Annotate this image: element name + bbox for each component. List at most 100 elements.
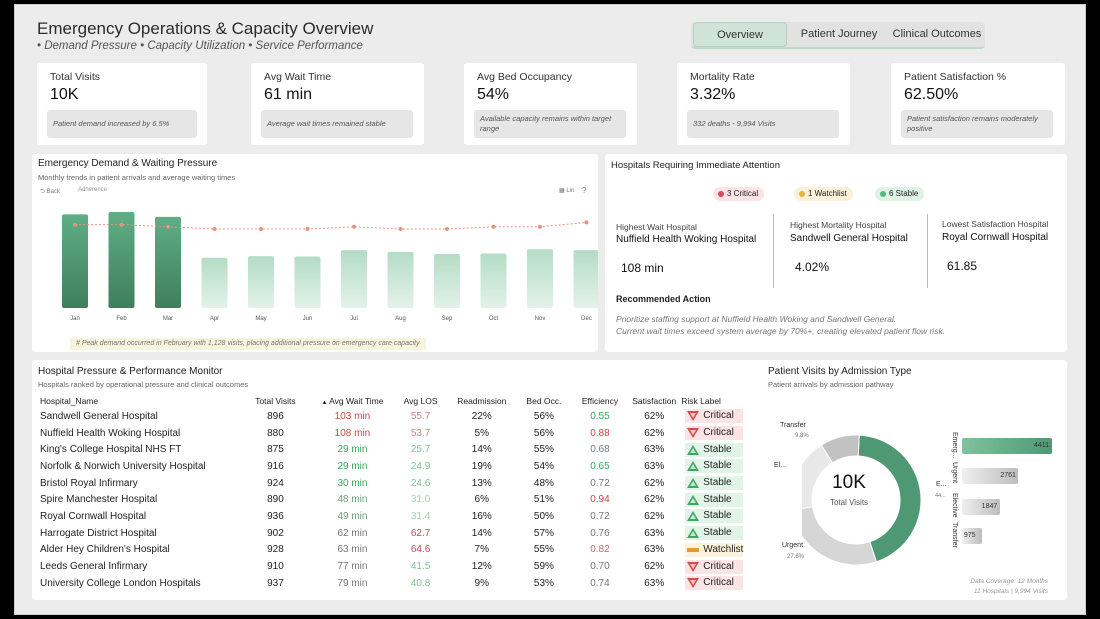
att-value: 4.02% — [795, 260, 830, 274]
wait-point — [305, 227, 310, 231]
back-button[interactable]: ⮌ Back — [40, 187, 60, 197]
cell-eff: 0.68 — [590, 444, 610, 456]
kpi-label: Patient Satisfaction % — [904, 71, 1007, 83]
cell-name: Harrogate District Hospital — [40, 527, 157, 539]
table-row[interactable]: Spire Manchester Hospital 890 48 min 31.0 6%… — [40, 491, 750, 508]
col-header[interactable]: Readmission — [457, 396, 507, 406]
col-header[interactable]: Hospital_Name — [40, 396, 99, 406]
donut-center-value: 10K — [832, 472, 866, 493]
x-tick-label: Mar — [163, 316, 173, 322]
pill-watchlist[interactable]: 1 Watchlist — [794, 187, 853, 201]
table-row[interactable]: Alder Hey Children's Hospital 928 63 min 64… — [40, 542, 750, 559]
cell-readm: 5% — [474, 427, 489, 439]
risk-badge: Stable — [685, 509, 744, 524]
scale-toggle[interactable]: ▦ Lin — [559, 187, 574, 194]
nav-tabs: Overview Patient Journey Clinical Outcom… — [691, 22, 985, 49]
wait-point — [212, 227, 217, 231]
cell-eff: 0.94 — [590, 494, 610, 506]
table-row[interactable]: Norfolk & Norwich University Hospital 916… — [40, 458, 750, 475]
table-row[interactable]: Royal Cornwall Hospital 936 49 min 31.4 16% 5… — [40, 508, 750, 525]
risk-stable-icon — [687, 494, 700, 505]
risk-badge: Watchlist — [685, 542, 743, 557]
cell-sat: 62% — [644, 561, 665, 573]
bar-nov — [527, 249, 553, 308]
risk-critical-icon — [687, 561, 700, 572]
cell-risk: Critical — [681, 408, 750, 425]
pill-label: 6 Stable — [889, 189, 919, 198]
cell-wait: 103 min — [334, 410, 371, 422]
col-header[interactable]: Risk Label — [681, 396, 721, 406]
cell-visits: 910 — [267, 561, 284, 573]
back-label: Back — [46, 189, 60, 195]
col-header[interactable]: ▲ Avg Wait Time — [312, 394, 392, 408]
pill-stable[interactable]: 6 Stable — [875, 187, 925, 201]
cell-name: Leeds General Infirmary — [40, 561, 148, 573]
help-icon[interactable]: ? — [582, 186, 587, 195]
cell-name: Sandwell General Hospital — [40, 410, 158, 422]
cell-los: 55.7 — [410, 410, 431, 422]
kpi-card-total-visits: Total Visits 10K Patient demand increase… — [37, 63, 207, 145]
table-row[interactable]: King's College Hospital NHS FT 875 29 min 2… — [40, 441, 750, 458]
admission-bar[interactable] — [962, 468, 1019, 484]
risk-stable-icon — [687, 511, 700, 522]
dashboard-frame: Emergency Operations & Capacity Overview… — [14, 4, 1086, 615]
tab-clinical-outcomes[interactable]: Clinical Outcomes — [892, 28, 982, 40]
cell-wait: 48 min — [337, 494, 368, 506]
bar-jan — [62, 214, 88, 308]
kpi-note: Average wait times remained stable — [261, 110, 413, 138]
cell-readm: 22% — [471, 410, 492, 422]
cell-readm: 16% — [471, 510, 492, 522]
risk-label: Stable — [703, 527, 732, 539]
cell-visits: 924 — [267, 477, 284, 489]
cell-visits: 902 — [267, 527, 284, 539]
pill-label: 1 Watchlist — [808, 189, 847, 198]
col-header[interactable]: Efficiency — [581, 396, 619, 406]
admission-bar[interactable] — [962, 499, 1000, 515]
cell-visits: 936 — [267, 510, 284, 522]
x-tick-label: Jul — [350, 316, 358, 322]
coverage-note: 11 Hospitals | 9,994 Visits — [973, 588, 1048, 595]
cell-name: Spire Manchester Hospital — [40, 494, 158, 506]
risk-watchlist-icon — [687, 547, 700, 552]
admission-bar[interactable] — [962, 528, 982, 544]
cell-readm: 13% — [471, 477, 492, 489]
table-row[interactable]: Sandwell General Hospital 896 103 min 55.7 2… — [40, 408, 750, 425]
cell-bed: 56% — [533, 427, 554, 439]
table-row[interactable]: Harrogate District Hospital 902 62 min 62.7… — [40, 525, 750, 542]
table-row[interactable]: Leeds General Infirmary 910 77 min 41.5 12% 5… — [40, 558, 750, 575]
table-row[interactable]: University College London Hospitals 937 79… — [40, 575, 750, 592]
table-row[interactable]: Bristol Royal Infirmary 924 30 min 24.6 13% 4… — [40, 475, 750, 492]
table-row[interactable]: Nuffield Health Woking Hospital 880 108 mi… — [40, 425, 750, 442]
cell-eff: 0.88 — [590, 427, 610, 439]
col-header[interactable]: Satisfaction — [632, 396, 677, 406]
page-title: Emergency Operations & Capacity Overview — [37, 19, 374, 38]
cell-risk: Stable — [681, 491, 750, 508]
col-header[interactable]: Bed Occ. — [526, 396, 562, 406]
tab-overview[interactable]: Overview — [693, 22, 787, 47]
col-header[interactable]: Avg LOS — [403, 396, 438, 406]
x-tick-label: Sep — [442, 316, 453, 322]
cell-risk: Stable — [681, 508, 750, 525]
pill-critical[interactable]: 3 Critical — [713, 187, 765, 201]
donut-pct: 9.8% — [795, 433, 809, 439]
wait-point — [352, 224, 356, 229]
table-header: Hospital_Name Total Visits ▲ Avg Wait Ti… — [40, 394, 750, 408]
risk-badge: Critical — [685, 426, 744, 441]
admission-bar-value: 1847 — [981, 503, 998, 510]
cell-readm: 12% — [471, 561, 492, 573]
risk-label: Stable — [703, 460, 732, 472]
kpi-value: 62.50% — [904, 86, 959, 103]
cell-los: 64.6 — [410, 544, 431, 556]
admission-bar[interactable] — [962, 438, 1052, 454]
col-header[interactable]: Total Visits — [255, 396, 296, 406]
tab-patient-journey[interactable]: Patient Journey — [800, 28, 878, 40]
risk-label: Stable — [703, 477, 732, 489]
risk-label: Stable — [703, 510, 732, 522]
risk-label: Critical — [703, 427, 734, 439]
att-label: Lowest Satisfaction Hospital — [942, 219, 1049, 229]
risk-badge: Stable — [685, 459, 744, 474]
bar-mar — [155, 216, 181, 308]
donut-label: Urgent — [782, 542, 804, 549]
divider — [927, 214, 928, 288]
demand-footnote: # Peak demand occurred in February with … — [70, 338, 426, 350]
